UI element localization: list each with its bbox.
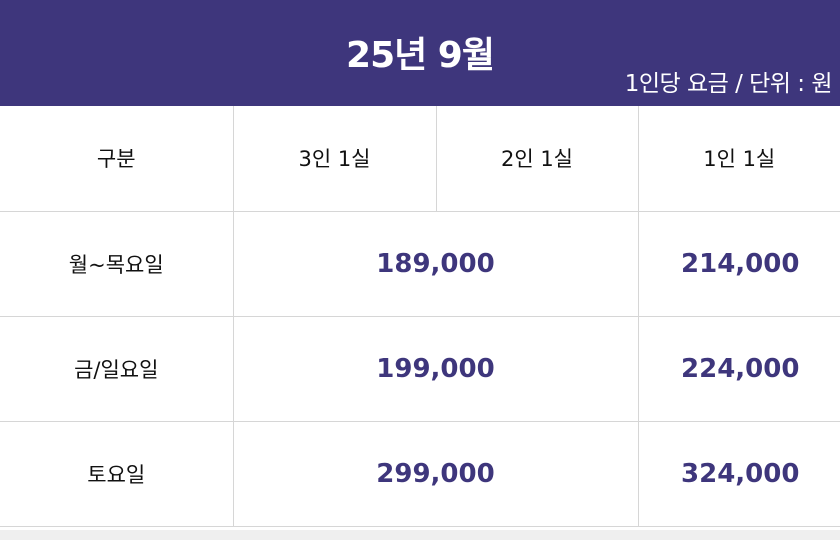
column-header-single: 1인 1실 [637,106,840,212]
table-row: 금/일요일 199,000 224,000 [0,315,840,422]
row-label: 금/일요일 [0,315,234,422]
row-label: 토요일 [0,420,234,527]
header-bar: 25년 9월 1인당 요금 / 단위 : 원 [0,0,840,106]
table-row: 토요일 299,000 324,000 [0,420,840,527]
column-header-category: 구분 [0,106,234,212]
unit-note: 1인당 요금 / 단위 : 원 [624,71,833,97]
shared-room-price: 199,000 [232,315,639,422]
page-title: 25년 9월 [346,35,495,76]
single-room-price: 324,000 [637,420,840,527]
shared-room-price: 189,000 [232,210,639,317]
single-room-price: 224,000 [637,315,840,422]
single-room-price: 214,000 [637,210,840,317]
row-label: 월~목요일 [0,210,234,317]
table-header-row: 구분 3인 1실 2인 1실 1인 1실 [0,106,840,212]
column-header-triple: 3인 1실 [232,106,437,212]
price-table: 구분 3인 1실 2인 1실 1인 1실 월~목요일 189,000 214,0… [0,106,840,527]
table-row: 월~목요일 189,000 214,000 [0,210,840,317]
shared-room-price: 299,000 [232,420,639,527]
column-header-double: 2인 1실 [435,106,639,212]
